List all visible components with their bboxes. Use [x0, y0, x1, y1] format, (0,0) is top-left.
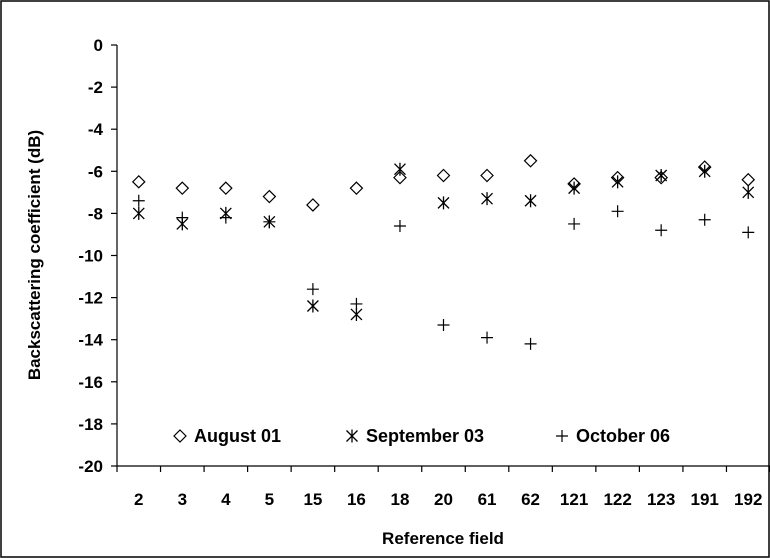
- y-tick-label: -14: [78, 331, 103, 350]
- y-tick-label: -6: [88, 162, 103, 181]
- x-tick-label: 15: [303, 490, 322, 509]
- x-tick-label: 62: [521, 490, 540, 509]
- diamond-point: [393, 170, 407, 185]
- legend-item: October 06: [556, 426, 670, 446]
- diamond-point: [262, 189, 277, 204]
- plus-point: [219, 211, 232, 224]
- y-tick-label: -18: [78, 415, 103, 434]
- plus-point: [176, 211, 189, 224]
- plus-point: [393, 220, 406, 233]
- diamond-point: [349, 181, 364, 195]
- series-diamond: [131, 153, 756, 212]
- asterisk-point: [611, 175, 624, 189]
- plus-point: [263, 215, 276, 228]
- x-tick-label: 2: [134, 490, 143, 509]
- x-tick-label: 18: [391, 490, 410, 509]
- x-tick-label: 123: [647, 490, 675, 509]
- plus-point: [132, 194, 145, 207]
- y-tick-label: -16: [78, 373, 103, 392]
- diamond-point: [131, 174, 146, 189]
- diamond-point: [175, 181, 190, 195]
- asterisk-point: [481, 192, 493, 206]
- asterisk-point: [568, 181, 581, 195]
- plus-point: [742, 226, 755, 239]
- legend-item: August 01: [173, 426, 281, 446]
- y-tick-label: -4: [88, 120, 104, 139]
- asterisk-point: [698, 164, 711, 178]
- x-tick-label: 121: [560, 490, 588, 509]
- y-tick-label: -10: [78, 247, 103, 266]
- plus-point: [655, 224, 668, 237]
- y-axis: 0 -2 -4 -6 -8 -10 -12 -14 -16 -18 -20: [78, 36, 118, 476]
- y-tick-label: -8: [88, 204, 103, 223]
- data-points: [131, 153, 756, 350]
- plus-point: [611, 205, 624, 218]
- plus-point: [350, 297, 363, 310]
- diamond-point: [306, 198, 320, 212]
- asterisk-point: [655, 169, 668, 183]
- asterisk-point: [524, 194, 537, 208]
- x-tick-label: 20: [434, 490, 453, 509]
- x-tick-label: 192: [734, 490, 762, 509]
- asterisk-point: [350, 307, 363, 321]
- x-tick-label: 191: [691, 490, 719, 509]
- legend-diamond-marker: [173, 429, 187, 443]
- y-tick-label: -20: [78, 457, 103, 476]
- x-tick-label: 61: [478, 490, 497, 509]
- y-tick-label: 0: [94, 36, 103, 55]
- plus-point: [306, 283, 319, 296]
- x-tick-label: 3: [178, 490, 187, 509]
- legend: August 01 September 03 October 06: [173, 426, 670, 446]
- x-tick-label: 122: [603, 490, 631, 509]
- plus-point: [568, 217, 581, 230]
- legend-item: September 03: [346, 426, 484, 446]
- asterisk-point: [742, 185, 755, 199]
- legend-label: October 06: [576, 426, 670, 446]
- diamond-point: [218, 181, 233, 195]
- y-tick-label: -2: [88, 78, 103, 97]
- legend-plus-marker: [556, 430, 568, 442]
- series-plus: [132, 194, 755, 350]
- x-tick-label: 4: [221, 490, 231, 509]
- asterisk-point: [306, 299, 319, 313]
- series-asterisk: [132, 162, 755, 321]
- asterisk-point: [437, 196, 450, 210]
- plus-point: [698, 213, 711, 226]
- asterisk-point: [132, 206, 145, 220]
- legend-label: September 03: [366, 426, 484, 446]
- y-axis-title: Backscattering coefficient (dB): [25, 130, 44, 380]
- x-axis-title: Reference field: [382, 529, 504, 548]
- x-axis: 2 3 4 5 15 16 18 20 61 62 121 122 123 191 192: [116, 465, 770, 509]
- diamond-point: [480, 168, 494, 183]
- x-tick-label: 16: [347, 490, 366, 509]
- plus-point: [524, 337, 537, 350]
- plus-point: [481, 331, 494, 344]
- plus-point: [437, 318, 450, 331]
- diamond-point: [436, 168, 451, 183]
- diamond-point: [523, 153, 538, 168]
- y-tick-label: -12: [78, 289, 103, 308]
- diamond-point: [741, 172, 756, 187]
- x-tick-label: 5: [265, 490, 274, 509]
- asterisk-point: [394, 162, 406, 176]
- legend-label: August 01: [194, 426, 281, 446]
- legend-asterisk-marker: [346, 429, 358, 443]
